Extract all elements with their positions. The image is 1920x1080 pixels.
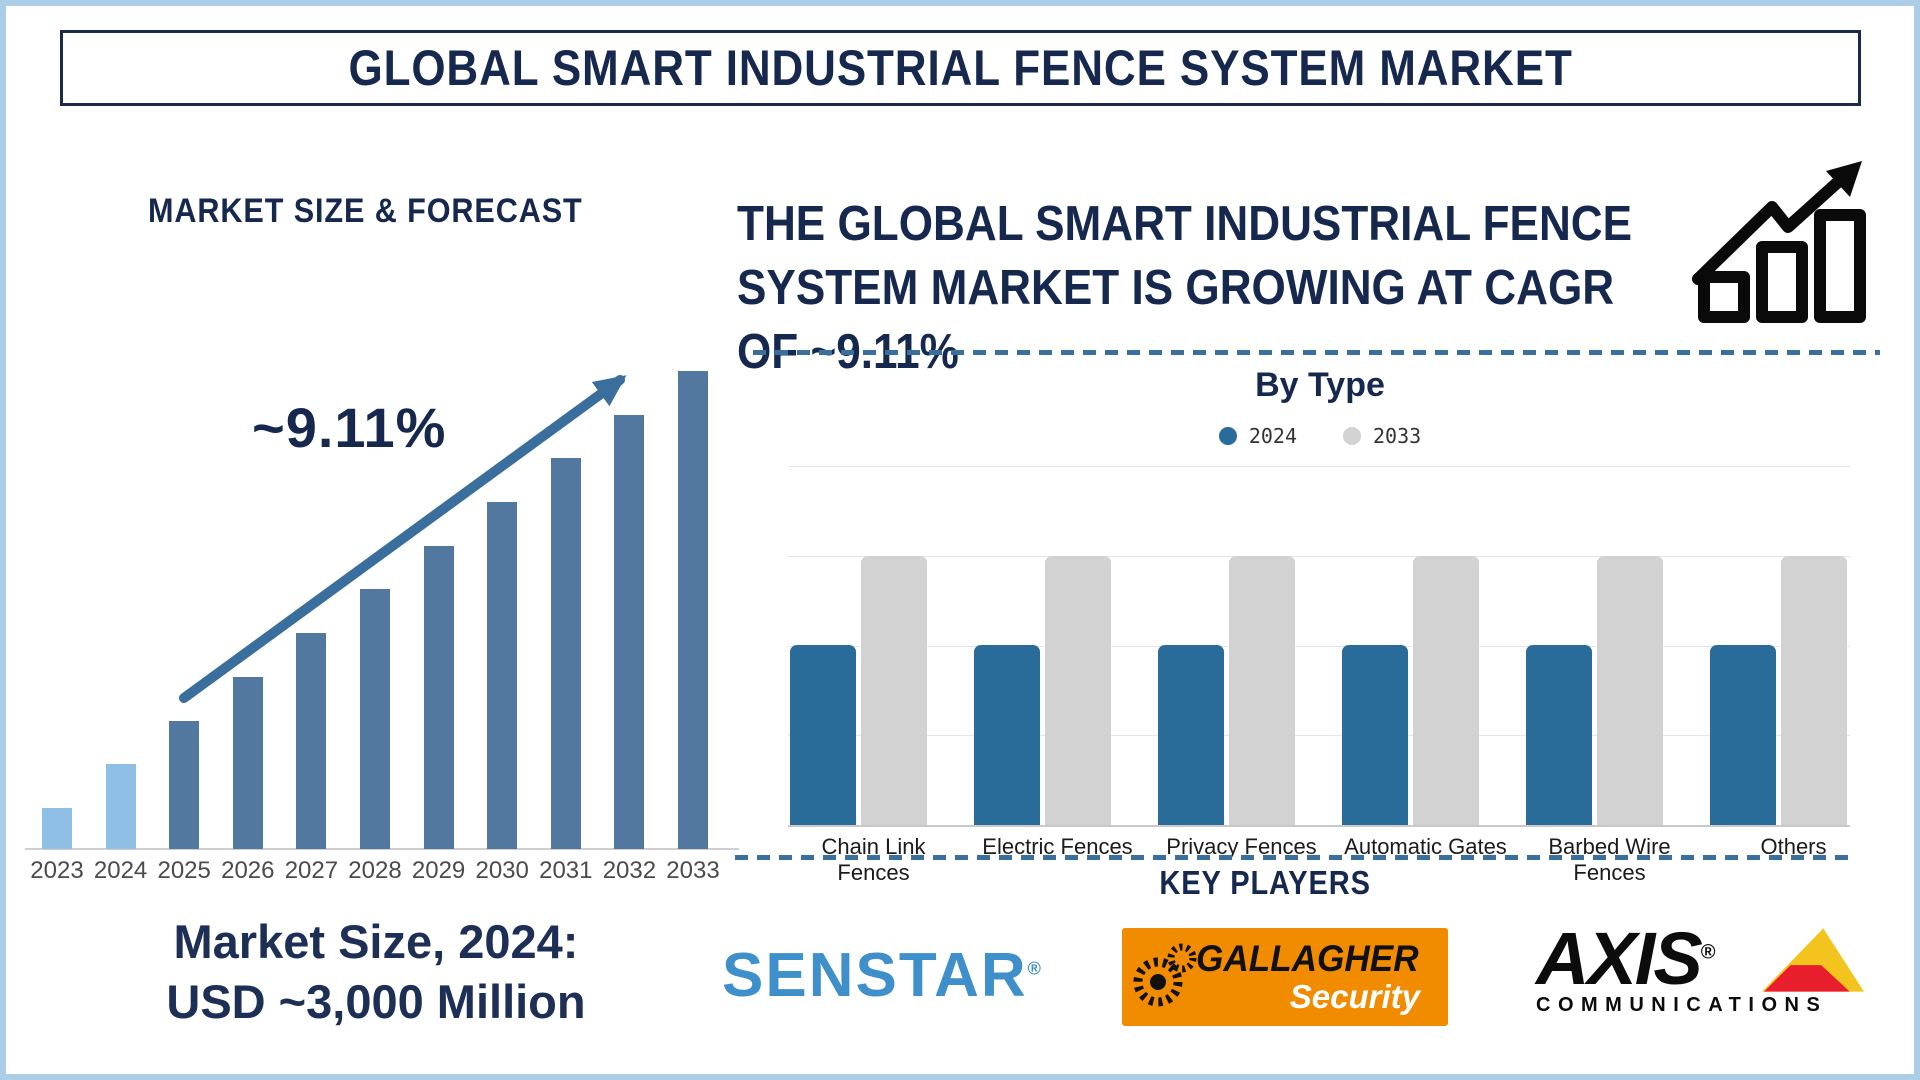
bytype-legend: 2024 2033	[790, 424, 1850, 448]
growth-trend-arrow	[179, 375, 627, 703]
market-size-line2: USD ~3,000 Million	[166, 975, 586, 1028]
right-heading-line2: SYSTEM MARKET IS GROWING AT CAGR	[737, 261, 1615, 315]
axis-triangle-icon	[1762, 928, 1864, 992]
forecast-bar-2025	[169, 721, 200, 849]
year-label-2023: 2023	[30, 857, 84, 884]
cagr-annotation: ~9.11%	[252, 396, 447, 459]
market-forecast-chart: 2023 2024 2025 2026 2027 2028 2029 2030 2031 2032…	[25, 360, 739, 900]
legend-label-2033: 2033	[1373, 424, 1422, 448]
bytype-bar-2033-Automatic Gates	[1413, 556, 1479, 825]
category-label-Barbed Wire Fences: Barbed Wire Fences	[1548, 834, 1671, 885]
dashed-divider-top	[753, 350, 1880, 355]
market-forecast-heading: MARKET SIZE & FORECAST	[148, 192, 583, 230]
x-axis-baseline	[25, 848, 739, 850]
registered-mark: ®	[1027, 958, 1043, 979]
bar-chart-growth-icon	[1692, 161, 1866, 323]
legend-item-2033: 2033	[1343, 424, 1421, 448]
registered-mark: ®	[1700, 941, 1716, 964]
bytype-bar-2024-Electric Fences	[974, 645, 1040, 825]
forecast-bar-2026	[232, 677, 263, 849]
bytype-bar-2024-Privacy Fences	[1158, 645, 1224, 825]
legend-item-2024: 2024	[1218, 424, 1297, 448]
gallagher-wordmark: GALLAGHER	[1196, 938, 1419, 979]
right-heading-line1: THE GLOBAL SMART INDUSTRIAL FENCE	[737, 197, 1633, 251]
year-label-2024: 2024	[93, 857, 148, 884]
year-label-2028: 2028	[348, 857, 402, 884]
forecast-bar-2028	[360, 589, 390, 849]
senstar-logo: SENSTAR®	[722, 941, 1043, 1010]
legend-dot-2024	[1218, 427, 1237, 445]
year-label-2029: 2029	[411, 857, 466, 884]
market-size-note: Market Size, 2024: USD ~3,000 Million	[70, 912, 682, 1032]
gear-icon	[1133, 943, 1197, 1007]
category-label-Automatic Gates: Automatic Gates	[1344, 834, 1507, 859]
title-banner: GLOBAL SMART INDUSTRIAL FENCE SYSTEM MAR…	[60, 30, 1861, 106]
year-label-2033: 2033	[666, 857, 720, 884]
year-label-2031: 2031	[539, 857, 593, 884]
forecast-bar-2029	[423, 546, 454, 849]
gridline	[788, 466, 1850, 467]
category-label-Others: Others	[1760, 834, 1827, 859]
category-label-Chain Link Fences: Chain Link Fences	[821, 834, 926, 885]
bytype-bar-2033-Electric Fences	[1045, 556, 1111, 825]
bytype-bar-2033-Barbed Wire Fences	[1597, 556, 1663, 825]
forecast-bar-2030	[487, 502, 518, 849]
forecast-bar-2023	[42, 808, 72, 849]
key-players-heading: KEY PLAYERS	[1159, 864, 1371, 901]
gallagher-logo: GALLAGHER Security	[1122, 928, 1448, 1026]
forecast-bar-2033	[678, 371, 708, 849]
dashed-divider-bottom	[735, 855, 1850, 860]
year-label-2030: 2030	[475, 857, 529, 884]
gridline	[788, 645, 1850, 647]
year-label-2027: 2027	[284, 857, 339, 884]
bytype-title: By Type	[1255, 366, 1385, 404]
year-label-2025: 2025	[157, 857, 211, 884]
bytype-bar-2033-Others	[1781, 556, 1847, 825]
bytype-bar-2033-Privacy Fences	[1229, 556, 1295, 825]
gallagher-security-label: Security	[1289, 978, 1420, 1015]
forecast-bar-2024	[105, 764, 136, 849]
bytype-bar-2024-Automatic Gates	[1342, 645, 1408, 825]
year-label-2026: 2026	[221, 857, 275, 884]
year-label-2032: 2032	[602, 857, 657, 884]
category-label-Electric Fences: Electric Fences	[982, 834, 1133, 859]
axis-wordmark: AXIS®	[1536, 917, 1716, 1000]
forecast-bar-2027	[296, 633, 327, 849]
forecast-bar-2031	[550, 458, 581, 849]
bytype-plot: Chain Link Fences Electric Fences Privacy …	[788, 466, 1850, 885]
page-title: GLOBAL SMART INDUSTRIAL FENCE SYSTEM MAR…	[348, 40, 1573, 96]
legend-label-2024: 2024	[1248, 424, 1297, 448]
bytype-bar-2033-Chain Link Fences	[861, 556, 927, 825]
axis-communications-label: COMMUNICATIONS	[1536, 994, 1828, 1016]
bytype-bar-2024-Chain Link Fences	[790, 645, 856, 825]
legend-dot-2033	[1343, 427, 1361, 445]
axis-logo: AXIS® COMMUNICATIONS	[1536, 917, 1872, 1028]
right-heading: THE GLOBAL SMART INDUSTRIAL FENCE SYSTEM…	[737, 198, 1737, 390]
market-size-line1: Market Size, 2024:	[173, 915, 579, 968]
bytype-bar-2024-Barbed Wire Fences	[1526, 645, 1592, 825]
bytype-bar-2024-Others	[1710, 645, 1776, 825]
gridline	[788, 555, 1850, 557]
gridline	[788, 735, 1850, 737]
gridline	[788, 825, 1850, 827]
category-label-Privacy Fences: Privacy Fences	[1166, 834, 1317, 859]
forecast-bar-2032	[614, 415, 645, 849]
